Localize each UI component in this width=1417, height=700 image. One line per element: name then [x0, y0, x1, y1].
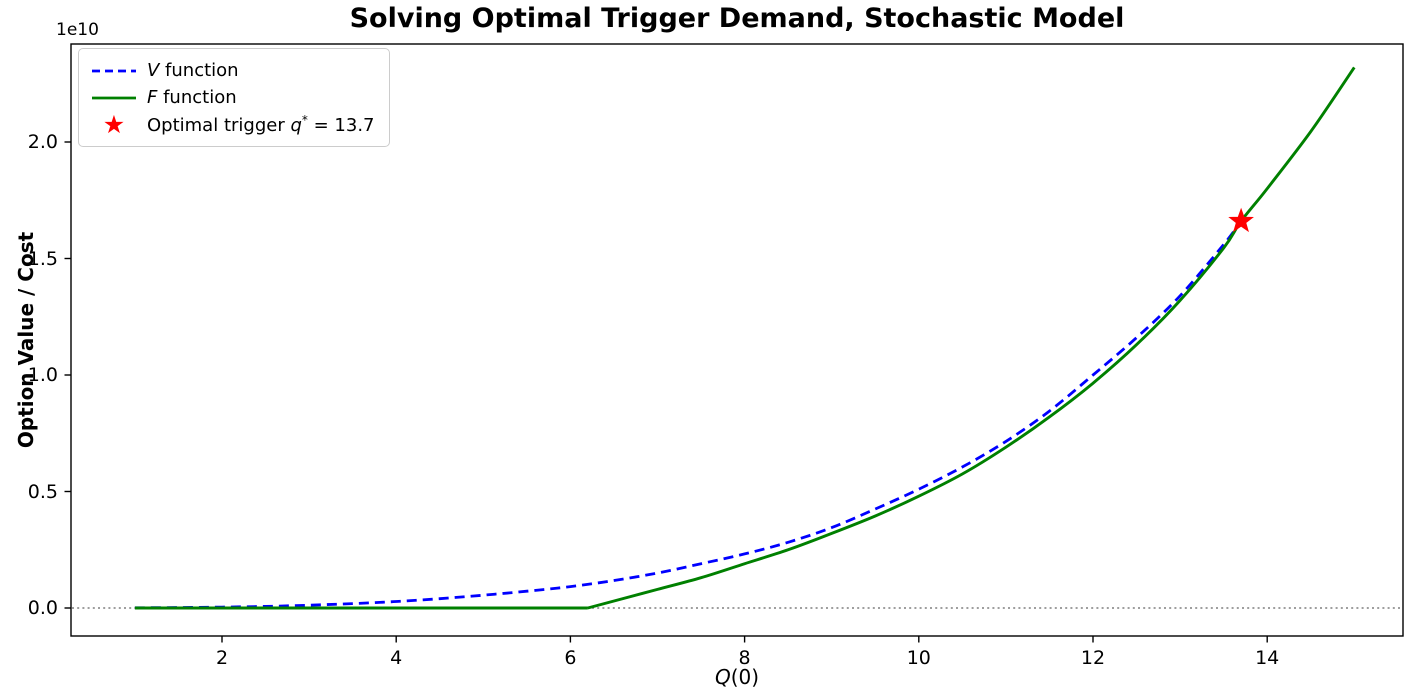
legend-label-f: F function	[147, 87, 237, 108]
x-tick-label: 14	[1255, 647, 1280, 669]
legend-trigger-sup: *	[301, 113, 308, 127]
x-axis-label-math: Q	[714, 665, 731, 689]
y-tick-label: 0.0	[27, 597, 58, 619]
legend-item-optimal-trigger: ★ Optimal trigger q* = 13.7	[91, 111, 375, 138]
legend-label-v: V function	[147, 60, 239, 81]
y-tick-label: 1.0	[27, 364, 58, 386]
x-tick-label: 6	[564, 647, 577, 669]
x-axis-label: Q(0)	[71, 665, 1403, 689]
legend-item-f-function: F function	[91, 84, 375, 111]
x-axis-label-rest: (0)	[730, 665, 760, 689]
legend: V function F function ★ Optimal trigger …	[78, 48, 390, 147]
x-tick-label: 2	[215, 647, 229, 669]
legend-f-symbol: F	[147, 87, 158, 108]
v-function-curve	[134, 220, 1243, 610]
optimal-trigger-marker	[1228, 207, 1254, 233]
y-tick-label: 0.5	[27, 480, 58, 503]
v-dashed-line-sample	[91, 68, 137, 74]
legend-trigger-prefix: Optimal trigger	[147, 115, 291, 136]
legend-f-text: function	[157, 87, 237, 108]
plot-border	[70, 43, 1404, 637]
f-solid-line-sample	[91, 95, 137, 101]
legend-v-text: function	[159, 60, 239, 81]
legend-trigger-suffix: = 13.7	[307, 115, 375, 136]
star-icon: ★	[102, 110, 126, 139]
chart-title: Solving Optimal Trigger Demand, Stochast…	[349, 3, 1125, 34]
x-tick-label: 8	[738, 647, 751, 669]
x-tick-label: 4	[390, 647, 403, 669]
y-axis-offset-text: 1e10	[56, 20, 99, 40]
legend-trigger-symbol: q	[290, 115, 302, 136]
f-function-curve	[134, 66, 1356, 610]
legend-v-symbol: V	[147, 60, 160, 81]
x-tick-label: 10	[906, 647, 931, 669]
y-tick-label: 2.0	[27, 131, 58, 153]
legend-label-trigger: Optimal trigger q* = 13.7	[147, 113, 375, 136]
x-tick-label: 12	[1080, 647, 1106, 669]
legend-item-v-function: V function	[91, 57, 375, 84]
y-tick-label: 1.5	[27, 247, 58, 270]
